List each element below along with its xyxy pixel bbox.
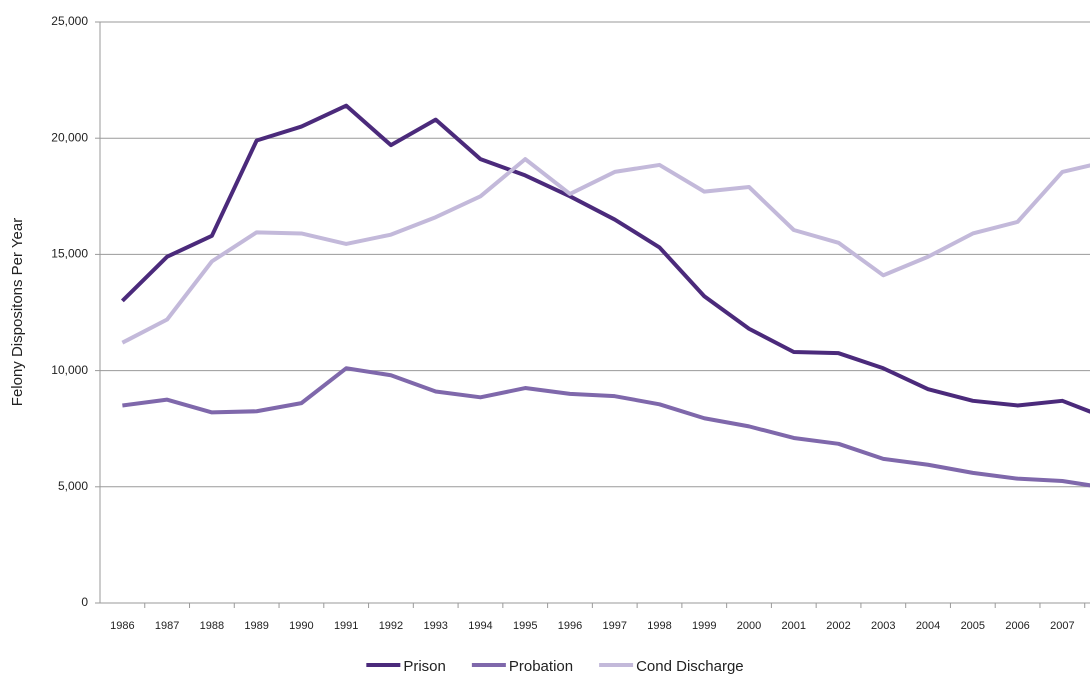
x-tick-label: 1993 [423,620,447,632]
y-tick-label: 5,000 [58,479,88,493]
x-tick-label: 1998 [647,620,671,632]
x-tick-label: 1999 [692,620,716,632]
y-tick-label: 15,000 [51,247,88,261]
x-tick-label: 2005 [961,620,985,632]
x-tick-label: 2004 [916,620,940,632]
x-tick-label: 1986 [110,620,134,632]
x-tick-label: 1987 [155,620,179,632]
legend-label: Cond Discharge [636,658,744,674]
y-tick-label: 0 [81,595,88,609]
x-tick-label: 1996 [558,620,582,632]
x-tick-label: 1991 [334,620,358,632]
y-tick-label: 25,000 [51,14,88,28]
x-tick-label: 1995 [513,620,537,632]
x-tick-label: 2007 [1050,620,1074,632]
x-tick-label: 1992 [379,620,403,632]
x-tick-label: 2001 [782,620,806,632]
series-line [122,366,1090,488]
x-tick-label: 1990 [289,620,313,632]
x-tick-label: 2000 [737,620,761,632]
x-tick-label: 2003 [871,620,895,632]
legend-label: Probation [509,658,573,674]
y-axis-label: Felony Dispositons Per Year [9,218,26,406]
y-tick-label: 10,000 [51,363,88,377]
x-tick-label: 1988 [200,620,224,632]
series-line [120,103,1090,414]
legend: Prison Probation Cond Discharge [366,658,744,674]
x-tick-label: 1989 [244,620,268,632]
series-line [121,157,1090,345]
x-tick-label: 2002 [826,620,850,632]
legend-label: Prison [403,658,446,674]
x-tick-label: 1994 [468,620,492,632]
x-tick-label: 1997 [602,620,626,632]
x-tick-label: 2006 [1005,620,1029,632]
y-tick-label: 20,000 [51,130,88,144]
